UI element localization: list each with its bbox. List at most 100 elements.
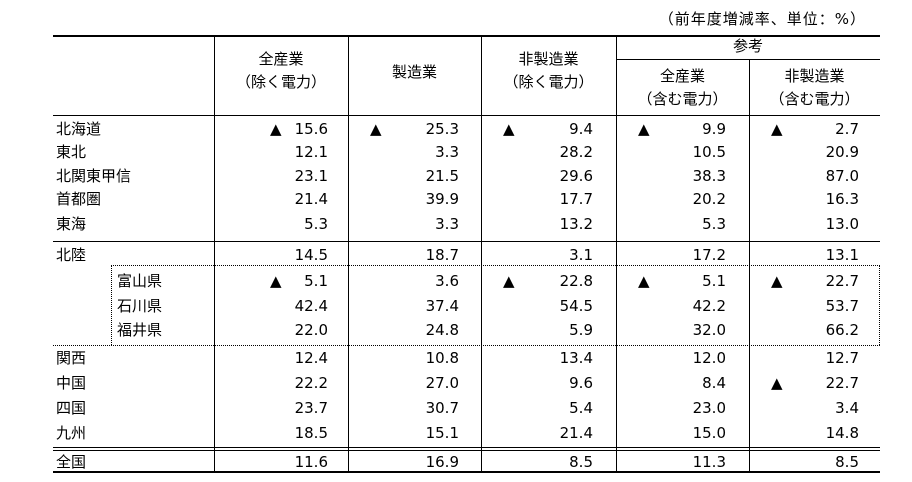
header-line: 全産業 <box>659 67 705 85</box>
value-number: 42.2 <box>692 297 726 315</box>
value-number: 10.5 <box>692 143 726 161</box>
value-cell: 23.7 <box>218 397 328 419</box>
value-cell: 30.7 <box>352 397 459 419</box>
value-number: 22.2 <box>294 374 328 392</box>
negative-marker-icon: ▲ <box>771 120 783 138</box>
rule-header-bottom <box>53 115 880 116</box>
value-cell: 13.1 <box>753 244 859 266</box>
value-cell: 3.3 <box>352 141 459 163</box>
value-cell: ▲ 25.3 <box>352 118 459 140</box>
value-number: 20.9 <box>825 143 859 161</box>
value-cell: 9.6 <box>485 372 593 394</box>
value-cell: 15.1 <box>352 422 459 444</box>
value-number: 29.6 <box>559 167 593 185</box>
value-cell: 8.4 <box>620 372 726 394</box>
value-number: 27.0 <box>425 374 459 392</box>
value-number: 66.2 <box>825 321 859 339</box>
value-number: 8.5 <box>569 453 593 471</box>
row-label: 石川県 <box>117 297 163 315</box>
value-number: 5.4 <box>569 399 593 417</box>
value-cell: 22.2 <box>218 372 328 394</box>
rule-ref-group <box>616 59 880 60</box>
row-label: 中国 <box>56 374 87 392</box>
rule-top <box>53 35 880 37</box>
value-cell: 12.0 <box>620 347 726 369</box>
value-cell: 27.0 <box>352 372 459 394</box>
col-divider <box>481 35 482 472</box>
value-cell: 17.2 <box>620 244 726 266</box>
value-cell: 12.7 <box>753 347 859 369</box>
value-cell: 14.8 <box>753 422 859 444</box>
value-number: 3.4 <box>835 399 859 417</box>
value-cell: ▲ 22.8 <box>485 270 593 292</box>
value-number: 9.9 <box>702 120 726 138</box>
value-number: 24.8 <box>425 321 459 339</box>
value-cell: ▲ 2.7 <box>753 118 859 140</box>
value-cell: ▲ 5.1 <box>218 270 328 292</box>
col-divider <box>348 35 349 472</box>
value-cell: 13.2 <box>485 213 593 235</box>
value-cell: 5.9 <box>485 319 593 341</box>
col-divider <box>214 35 215 472</box>
value-number: 13.2 <box>559 215 593 233</box>
value-cell: 12.4 <box>218 347 328 369</box>
value-number: 13.4 <box>559 349 593 367</box>
value-cell: 42.4 <box>218 295 328 317</box>
value-cell: 12.1 <box>218 141 328 163</box>
col-divider <box>749 59 750 472</box>
value-number: 30.7 <box>425 399 459 417</box>
value-cell: 5.3 <box>620 213 726 235</box>
value-number: 18.7 <box>425 246 459 264</box>
row-label: 首都圏 <box>56 190 102 208</box>
value-cell: 23.0 <box>620 397 726 419</box>
regional-table: 全産業 （除く電力） 製造業 非製造業 （除く電力） 参考 全産業 （含む電力）… <box>53 35 880 473</box>
negative-marker-icon: ▲ <box>503 272 515 290</box>
value-cell: 5.4 <box>485 397 593 419</box>
value-number: 21.5 <box>425 167 459 185</box>
value-cell: 3.6 <box>352 270 459 292</box>
value-cell: ▲ 15.6 <box>218 118 328 140</box>
negative-marker-icon: ▲ <box>270 120 282 138</box>
row-label: 東海 <box>56 215 87 233</box>
value-cell: 32.0 <box>620 319 726 341</box>
col-divider <box>616 35 617 472</box>
value-number: 8.5 <box>835 453 859 471</box>
value-number: 25.3 <box>425 120 459 138</box>
value-number: 14.5 <box>294 246 328 264</box>
value-number: 3.3 <box>435 215 459 233</box>
row-label: 北陸 <box>56 246 87 264</box>
value-number: 17.2 <box>692 246 726 264</box>
header-line: 非製造業 <box>518 50 579 68</box>
value-cell: 15.0 <box>620 422 726 444</box>
value-cell: 38.3 <box>620 165 726 187</box>
value-cell: 42.2 <box>620 295 726 317</box>
value-number: 5.3 <box>304 215 328 233</box>
value-number: 10.8 <box>425 349 459 367</box>
negative-marker-icon: ▲ <box>771 272 783 290</box>
value-number: 22.7 <box>825 272 859 290</box>
value-number: 14.8 <box>825 424 859 442</box>
value-number: 28.2 <box>559 143 593 161</box>
value-number: 15.1 <box>425 424 459 442</box>
rule-after-prefectures <box>53 345 880 346</box>
value-number: 15.0 <box>692 424 726 442</box>
value-number: 23.0 <box>692 399 726 417</box>
negative-marker-icon: ▲ <box>771 374 783 392</box>
value-number: 3.3 <box>435 143 459 161</box>
row-label: 北関東甲信 <box>56 167 132 185</box>
value-number: 22.8 <box>559 272 593 290</box>
header-all-industries-incl: 全産業 （含む電力） <box>616 65 749 111</box>
value-number: 23.1 <box>294 167 328 185</box>
value-number: 13.1 <box>825 246 859 264</box>
value-number: 12.4 <box>294 349 328 367</box>
rule-bottom <box>53 471 880 473</box>
value-cell: 29.6 <box>485 165 593 187</box>
value-number: 9.6 <box>569 374 593 392</box>
rule-before-total-2 <box>53 450 880 451</box>
negative-marker-icon: ▲ <box>638 272 650 290</box>
value-number: 5.1 <box>702 272 726 290</box>
unit-note: （前年度増減率、単位：%） <box>658 10 866 28</box>
value-cell: 13.0 <box>753 213 859 235</box>
value-number: 13.0 <box>825 215 859 233</box>
value-number: 16.3 <box>825 190 859 208</box>
